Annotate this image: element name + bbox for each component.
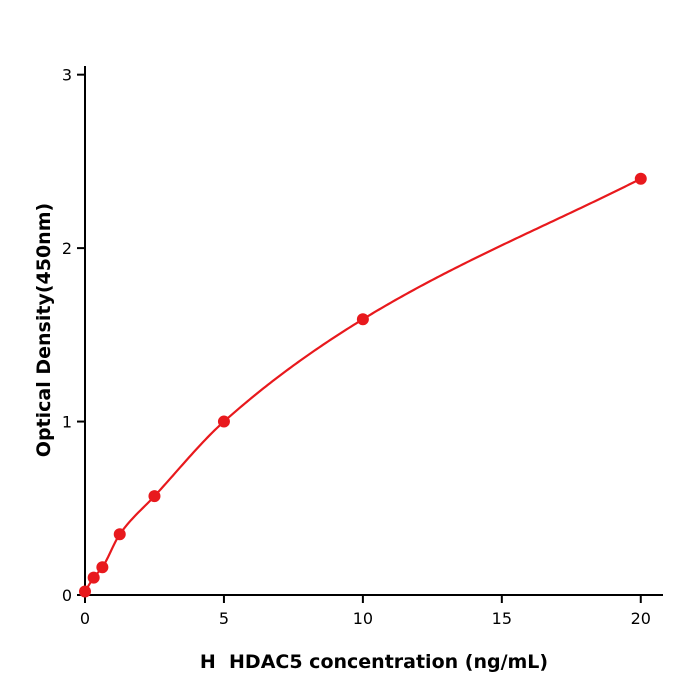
y-axis-label: Optical Density(450nm) <box>33 202 55 458</box>
data-point <box>356 313 369 326</box>
x-tick-label: 0 <box>80 609 90 628</box>
x-tick-label: 5 <box>219 609 229 628</box>
y-tick-label: 2 <box>62 239 72 258</box>
axes <box>84 66 663 596</box>
y-tick-label: 1 <box>62 413 72 432</box>
x-tick-label: 10 <box>353 609 373 628</box>
data-point <box>148 490 161 503</box>
x-axis-label: H HDAC5 concentration (ng/mL) <box>199 651 549 673</box>
data-point <box>113 528 126 541</box>
x-tick-label: 20 <box>631 609 651 628</box>
data-point <box>96 561 109 574</box>
tick-marks: 0 5 10 15 20 0 1 2 3 <box>62 66 651 628</box>
y-tick-label: 3 <box>62 66 72 85</box>
data-points <box>79 172 647 598</box>
fit-curve <box>84 177 642 593</box>
data-point <box>217 415 230 428</box>
data-point <box>87 571 100 584</box>
data-point <box>79 585 91 598</box>
data-point <box>634 172 647 185</box>
y-tick-label: 0 <box>62 586 72 605</box>
x-tick-label: 15 <box>492 609 512 628</box>
